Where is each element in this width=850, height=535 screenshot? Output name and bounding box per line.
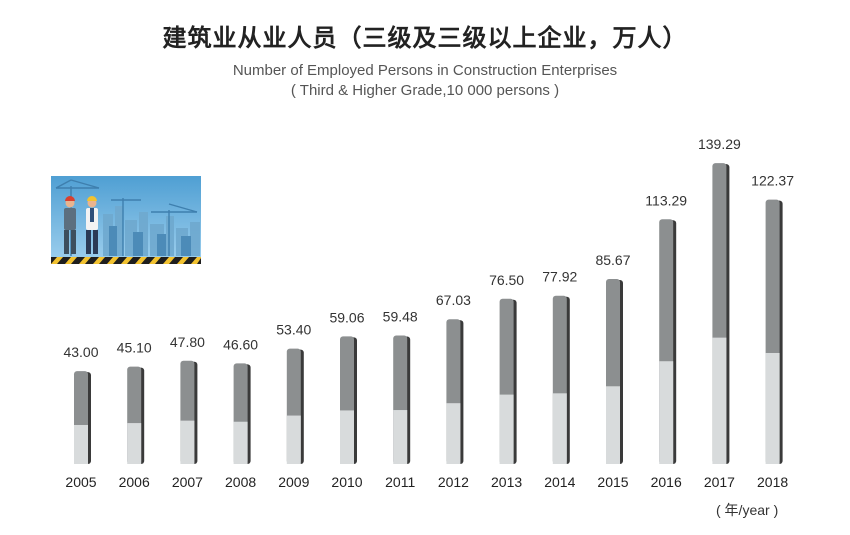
x-tick-label-2013: 2013	[491, 474, 522, 490]
x-tick-label-2008: 2008	[225, 474, 256, 490]
chart-title: 建筑业从业人员（三级及三级以上企业，万人）	[162, 24, 688, 52]
bar-2014	[552, 295, 570, 464]
value-label-2009: 53.40	[276, 322, 311, 338]
bar-lower	[765, 352, 780, 464]
bar-2006	[127, 366, 145, 464]
value-label-2016: 113.29	[645, 192, 687, 208]
bar-lower	[552, 393, 567, 464]
x-axis-labels: 2005 2006 2007 2008 2009 2010 2011 2012 2013 2014…	[65, 474, 788, 490]
bar-lower	[74, 424, 88, 464]
value-label-2008: 46.60	[223, 336, 258, 352]
bar-2010	[340, 336, 357, 464]
value-labels-group: 43.00 45.10 47.80 46.60 53.40 59.06 59.48 67.03…	[63, 136, 794, 360]
x-tick-label-2011: 2011	[385, 474, 415, 490]
value-label-2011: 59.48	[383, 309, 418, 325]
x-tick-label-2007: 2007	[172, 474, 203, 490]
chart-title-english: Number of Employed Persons in Constructi…	[232, 62, 618, 79]
bar-2018	[765, 199, 783, 465]
x-tick-label-2009: 2009	[278, 474, 309, 490]
bar-2005	[74, 371, 91, 464]
value-label-2005: 43.00	[63, 344, 98, 360]
bar-lower	[393, 410, 408, 464]
bar-lower	[606, 386, 620, 464]
x-tick-label-2010: 2010	[331, 474, 362, 490]
construction-workers-illustration	[51, 176, 201, 264]
value-label-2015: 85.67	[595, 252, 630, 268]
bar-2008	[233, 363, 251, 464]
bar-lower	[180, 420, 195, 464]
bar-lower	[286, 415, 301, 464]
bar-2016	[659, 219, 677, 464]
bar-2017	[712, 163, 730, 464]
value-label-2010: 59.06	[329, 309, 364, 325]
bar-2009	[286, 348, 304, 464]
bar-lower	[659, 361, 674, 464]
x-tick-label-2006: 2006	[119, 474, 150, 490]
bar-2012	[446, 319, 464, 464]
bar-lower	[233, 421, 248, 464]
bar-lower	[499, 394, 514, 464]
x-tick-label-2014: 2014	[544, 474, 575, 490]
bars-group	[74, 163, 783, 465]
bar-2013	[499, 298, 517, 464]
x-tick-label-2018: 2018	[757, 474, 788, 490]
x-tick-label-2016: 2016	[651, 474, 682, 490]
bar-2011	[393, 335, 411, 464]
value-label-2017: 139.29	[698, 136, 741, 152]
bar-lower	[712, 337, 727, 464]
x-tick-label-2012: 2012	[438, 474, 469, 490]
x-tick-label-2015: 2015	[597, 474, 628, 490]
value-label-2012: 67.03	[436, 292, 471, 308]
value-label-2013: 76.50	[489, 272, 524, 288]
value-label-2006: 45.10	[117, 340, 152, 356]
x-axis-unit-label: ( 年/year )	[716, 502, 779, 518]
value-label-2018: 122.37	[751, 173, 794, 189]
bar-lower	[340, 410, 354, 464]
bar-lower	[127, 423, 142, 464]
chart-subtitle: ( Third & Higher Grade,10 000 persons )	[290, 82, 560, 99]
value-label-2014: 77.92	[542, 269, 577, 285]
x-tick-label-2005: 2005	[65, 474, 96, 490]
x-tick-label-2017: 2017	[704, 474, 735, 490]
value-label-2007: 47.80	[170, 334, 205, 350]
bar-2007	[180, 360, 198, 464]
bar-lower	[446, 403, 461, 464]
bar-2015	[606, 278, 623, 464]
